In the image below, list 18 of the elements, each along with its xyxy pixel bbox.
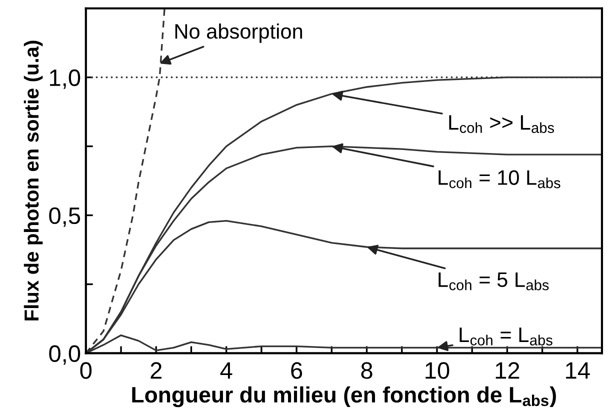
x-tick-label: 12 (496, 362, 520, 379)
x-tick-label: 6 (291, 362, 302, 379)
annotation: L$_{coh}$ = 5 L$_{abs}$ (438, 272, 549, 290)
y-tick-label: 0,0 (49, 345, 80, 365)
x-tick-label: 4 (220, 362, 232, 379)
x-tick-label: 2 (150, 362, 162, 379)
y-axis-title: Flux de photon en sortie (u.a) (24, 40, 43, 320)
x-tick-label: 14 (566, 362, 590, 379)
y-tick-label: 0,5 (49, 207, 80, 227)
annotation: L$_{coh}$ = 10 L$_{abs}$ (438, 170, 560, 188)
annotation: No absorption (175, 23, 302, 43)
y-tick-label: 1,0 (50, 69, 80, 89)
annotation: L$_{coh}$ >> L$_{abs}$ (449, 115, 554, 134)
x-tick-label: 0 (80, 362, 92, 379)
annotation: L$_{coh}$ = L$_{abs}$ (460, 328, 552, 346)
x-axis-title: Longueur du milieu (en fonction de L$_{abs}$) (132, 386, 556, 408)
x-tick-label: 8 (361, 362, 372, 379)
x-tick-label: 10 (426, 362, 450, 379)
